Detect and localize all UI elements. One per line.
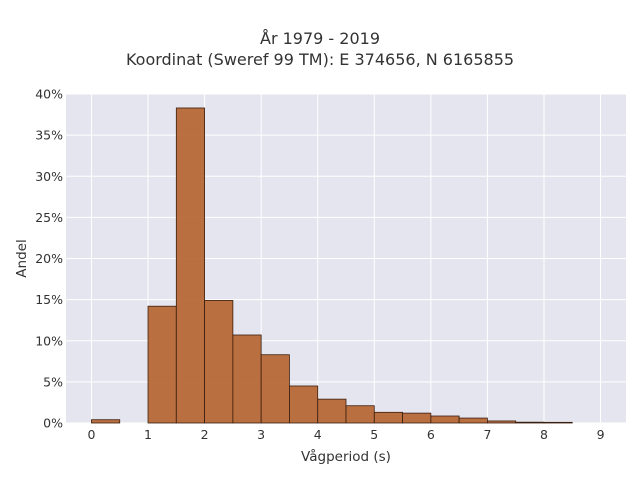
- y-tick-label: 40%: [35, 87, 63, 102]
- chart-title-block: År 1979 - 2019 Koordinat (Sweref 99 TM):…: [0, 28, 640, 70]
- histogram-bar: [373, 411, 403, 424]
- x-tick-label: 6: [427, 427, 435, 442]
- histogram-bar: [204, 300, 234, 424]
- histogram-bar: [543, 421, 573, 424]
- y-tick-label: 15%: [35, 292, 63, 307]
- histogram-bar: [317, 398, 347, 424]
- x-tick-label: 9: [597, 427, 605, 442]
- x-tick-label: 5: [370, 427, 378, 442]
- histogram-bar: [402, 412, 432, 424]
- histogram-bar: [147, 305, 177, 424]
- histogram-bar: [430, 415, 460, 424]
- x-tick-label: 1: [144, 427, 152, 442]
- y-tick-label: 5%: [43, 374, 63, 389]
- x-tick-label: 3: [257, 427, 265, 442]
- y-tick-label: 25%: [35, 210, 63, 225]
- histogram-bar: [345, 405, 375, 424]
- y-tick-label: 30%: [35, 169, 63, 184]
- chart-subtitle: Koordinat (Sweref 99 TM): E 374656, N 61…: [125, 50, 515, 69]
- y-tick-label: 35%: [35, 128, 63, 143]
- histogram-bar: [91, 419, 121, 424]
- histogram-bar: [260, 354, 290, 424]
- histogram-bar: [487, 420, 517, 424]
- histogram-bar: [175, 107, 205, 424]
- y-tick-label: 0%: [43, 416, 63, 431]
- y-tick-label: 10%: [35, 333, 63, 348]
- histogram-bar: [458, 417, 488, 424]
- x-tick-label: 2: [201, 427, 209, 442]
- histogram-bar: [515, 421, 545, 424]
- x-tick-label: 7: [483, 427, 491, 442]
- x-tick-label: 8: [540, 427, 548, 442]
- x-tick-label: 0: [87, 427, 95, 442]
- chart-title: År 1979 - 2019: [260, 29, 380, 48]
- x-axis-title: Vågperiod (s): [301, 448, 391, 465]
- y-tick-label: 20%: [35, 251, 63, 266]
- x-tick-labels: 0 1 2 3 4 5 6 7 8 9: [87, 427, 604, 442]
- x-tick-label: 4: [314, 427, 322, 442]
- y-axis-title: Andel: [14, 239, 30, 277]
- histogram-bars: [91, 107, 573, 424]
- y-tick-labels: 0% 5% 10% 15% 20% 25% 30% 35% 40%: [35, 87, 63, 431]
- histogram-bar: [289, 385, 319, 424]
- histogram-bar: [232, 334, 262, 424]
